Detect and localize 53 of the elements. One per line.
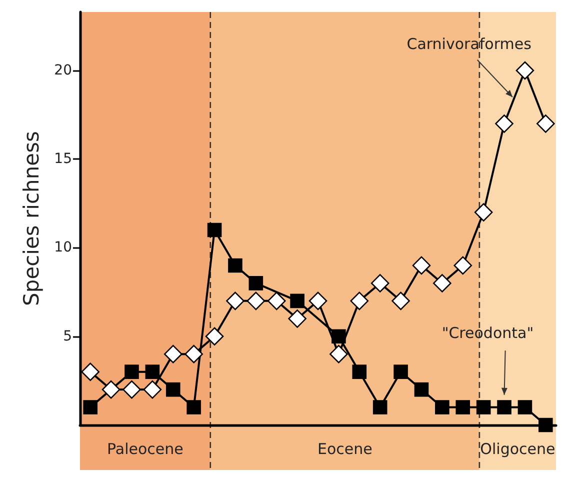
point	[207, 222, 222, 238]
point	[143, 380, 162, 399]
point	[226, 292, 244, 310]
point	[394, 364, 408, 379]
annotation: "Creodonta"	[442, 324, 534, 342]
point	[166, 382, 180, 397]
point	[536, 114, 555, 133]
point	[184, 344, 203, 364]
y-tick-label: 15	[54, 151, 72, 168]
point	[248, 276, 264, 290]
point	[433, 274, 452, 292]
annotation: Carnivoraformes	[406, 34, 532, 53]
point	[288, 310, 306, 328]
point	[267, 292, 286, 310]
point	[456, 400, 470, 414]
point	[228, 258, 242, 273]
point	[350, 292, 369, 310]
point	[81, 362, 100, 381]
point	[516, 61, 534, 80]
point	[145, 364, 160, 379]
point	[124, 364, 139, 379]
point	[186, 400, 201, 414]
text: Eocene	[317, 440, 372, 458]
point	[330, 344, 348, 364]
point	[205, 327, 224, 346]
point	[308, 292, 328, 310]
point	[412, 256, 431, 275]
point	[518, 400, 532, 414]
point	[497, 400, 512, 414]
text: Oligocene	[480, 440, 556, 458]
y-tick-label: 10	[54, 240, 72, 256]
point	[246, 292, 266, 310]
point	[372, 400, 388, 414]
point	[435, 400, 450, 414]
y-axis-title: Species richness	[20, 131, 44, 306]
point	[164, 344, 182, 364]
point	[290, 294, 304, 308]
point	[352, 364, 367, 379]
y-tick-label: 20	[54, 62, 72, 78]
point	[122, 380, 141, 399]
point	[392, 292, 410, 310]
point	[454, 256, 472, 275]
point	[102, 380, 120, 399]
point	[476, 400, 491, 414]
text: Paleocene	[107, 440, 184, 458]
point	[538, 418, 553, 432]
y-tick-label: 5	[63, 328, 72, 344]
point	[495, 114, 514, 133]
point	[474, 203, 493, 222]
point	[370, 274, 390, 292]
point	[414, 382, 429, 397]
point	[332, 329, 346, 344]
point	[83, 400, 98, 414]
